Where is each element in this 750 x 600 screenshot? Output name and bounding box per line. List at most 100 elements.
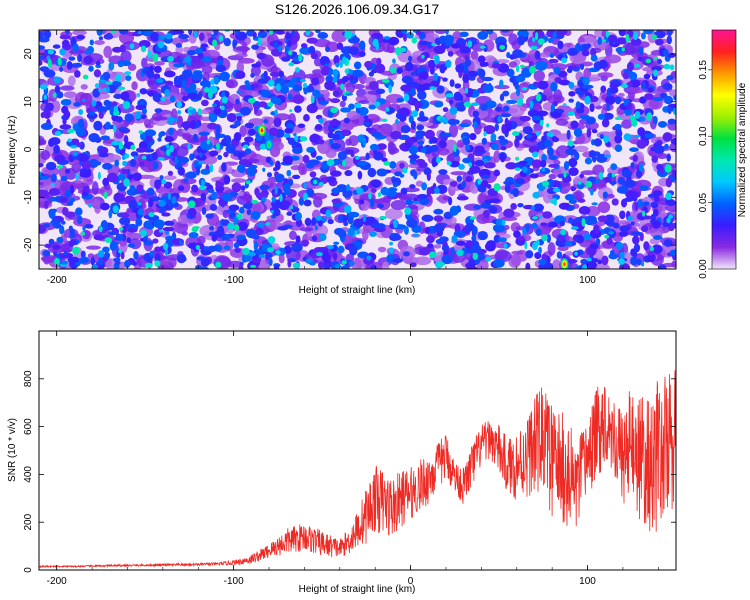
heatmap-cell <box>244 122 255 129</box>
heatmap-cell <box>503 208 515 219</box>
heatmap-cell <box>200 140 213 151</box>
heatmap-cell <box>150 31 160 42</box>
heatmap-peak-core <box>260 128 264 133</box>
heatmap-cell <box>557 234 565 241</box>
heatmap-cell <box>220 105 225 111</box>
heatmap-cell <box>139 161 145 167</box>
heatmap-cell <box>647 87 654 93</box>
heatmap-cell <box>114 74 122 82</box>
heatmap-cell <box>627 215 633 221</box>
heatmap-cell <box>248 251 256 257</box>
heatmap-cell <box>530 45 538 50</box>
heatmap-cell <box>390 200 407 210</box>
heatmap-cell <box>118 141 124 150</box>
heatmap-cell <box>333 55 340 65</box>
heatmap-cell <box>84 223 94 229</box>
heatmap-cell <box>158 34 165 41</box>
heatmap-cell <box>342 75 350 83</box>
heatmap-cell <box>181 121 193 129</box>
heatmap-cell <box>288 230 297 241</box>
heatmap-cell <box>656 58 663 65</box>
heatmap-cell <box>212 103 218 107</box>
heatmap-cell <box>59 85 75 91</box>
heatmap-cell <box>99 202 110 211</box>
heatmap-cell <box>167 116 174 125</box>
heatmap-cell <box>227 222 235 230</box>
heatmap-cell <box>415 130 424 140</box>
heatmap-cell <box>462 157 473 164</box>
heatmap-cell <box>426 235 435 244</box>
heatmap-cell <box>74 70 81 78</box>
heatmap-cell <box>200 192 207 202</box>
heatmap-cell <box>568 217 574 224</box>
heatmap-cell <box>292 94 305 105</box>
heatmap-cell <box>603 135 610 144</box>
heatmap-cell <box>512 49 524 57</box>
heatmap-cell <box>251 63 260 68</box>
heatmap-cell <box>548 173 557 180</box>
heatmap-cell <box>508 33 518 46</box>
colorbar-tick-label: 0.10 <box>698 126 709 146</box>
heatmap-cell <box>292 206 300 213</box>
colorbar-tick-label: 0.05 <box>698 192 709 212</box>
heatmap-cell <box>239 125 247 137</box>
heatmap-cell <box>142 107 147 115</box>
heatmap-cell <box>626 102 632 111</box>
heatmap-cell <box>599 133 604 140</box>
heatmap-cell <box>369 231 377 237</box>
heatmap-cell <box>383 161 391 166</box>
heatmap-cell <box>638 46 644 55</box>
heatmap-cell <box>508 61 518 68</box>
heatmap-cell <box>292 146 303 154</box>
heatmap-cell <box>50 173 57 183</box>
heatmap-cell <box>172 30 185 35</box>
heatmap-cell <box>595 238 601 246</box>
heatmap-cell <box>371 32 383 40</box>
heatmap-cell <box>163 175 177 181</box>
heatmap-cell <box>212 39 218 47</box>
heatmap-cell <box>299 136 308 142</box>
heatmap-cell <box>114 159 120 167</box>
heatmap-cell <box>305 161 315 169</box>
heatmap-cell <box>234 248 241 253</box>
heatmap-cell <box>408 55 413 63</box>
heatmap-cell <box>437 148 450 156</box>
heatmap-cell <box>480 202 492 209</box>
heatmap-cell <box>389 241 394 246</box>
heatmap-cell <box>484 55 496 63</box>
heatmap-cell <box>353 218 364 228</box>
heatmap-cell <box>343 220 349 227</box>
heatmap-cell <box>408 145 418 155</box>
heatmap-cell <box>200 43 209 48</box>
heatmap-cell <box>225 144 236 154</box>
heatmap-cell <box>574 145 589 153</box>
heatmap-cell <box>387 141 395 149</box>
heatmap-cell <box>165 239 175 246</box>
x-tick-label: 0 <box>408 576 414 587</box>
heatmap-cell <box>167 192 172 201</box>
heatmap-cell <box>443 34 454 44</box>
heatmap-cell <box>176 100 183 109</box>
heatmap-cell <box>567 140 574 147</box>
heatmap-cell <box>56 91 64 99</box>
heatmap-x-axis-label: Height of straight line (km) <box>299 285 416 296</box>
snr-series-line <box>39 370 676 569</box>
heatmap-cell <box>485 256 492 262</box>
heatmap-cell <box>269 160 274 166</box>
heatmap-cell <box>399 173 405 178</box>
heatmap-cell <box>439 130 447 139</box>
heatmap-cell <box>43 94 47 100</box>
heatmap-cell <box>89 111 96 116</box>
heatmap-cell <box>341 56 347 64</box>
snr-x-axis-label: Height of straight line (km) <box>299 584 416 595</box>
heatmap-cell <box>268 257 273 267</box>
heatmap-cell <box>331 133 341 141</box>
heatmap-cell <box>306 146 316 153</box>
colorbar-label: Normalized spectral amplitude <box>737 82 748 217</box>
heatmap-cell <box>531 216 539 220</box>
heatmap-cell <box>611 198 619 206</box>
heatmap-cell <box>119 212 130 218</box>
heatmap-cell <box>129 158 137 167</box>
heatmap-cell <box>539 119 544 126</box>
heatmap-cell <box>154 108 163 113</box>
